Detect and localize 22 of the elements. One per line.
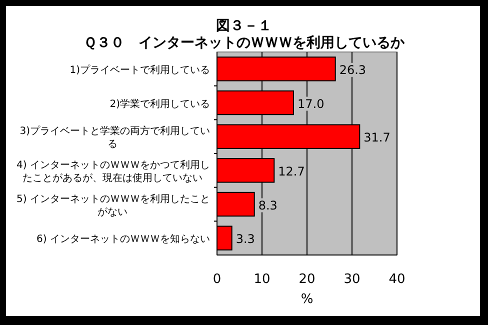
bar [216,226,232,250]
x-axis-title: % [300,292,314,307]
y-tick-label: 2)学業で利用している [110,98,210,110]
x-tick-label: 40 [388,272,406,287]
x-tick-label: 30 [344,272,360,287]
chart-subtitle: Ｑ３０ インターネットのＷＷＷを利用しているか [84,35,406,51]
y-tick-label: 5) インターネットのＷＷＷを利用したことがない [16,192,210,218]
data-label: 31.7 [364,130,390,145]
x-tick-label: 0 [212,272,222,287]
x-tick-label: 20 [298,272,316,287]
bar [216,192,255,217]
y-tick-label: 4) インターネットのＷＷＷをかつて利用したことがあるが、現在は使用していない [16,158,210,184]
data-label: 8.3 [258,198,278,212]
y-tick-label: 6) インターネットのＷＷＷを知らない [36,233,210,246]
data-label: 3.3 [236,232,255,246]
chart-title: 図３－１ [216,18,272,34]
y-tick-label: 3)プライベートと学業の両方で利用している [20,125,210,150]
y-tick-label: 1)プライベートで利用している [70,64,210,76]
x-tick-label: 10 [254,272,270,287]
data-label: 17.0 [298,96,324,111]
data-label: 26.3 [339,62,366,77]
data-label: 12.7 [278,164,305,178]
